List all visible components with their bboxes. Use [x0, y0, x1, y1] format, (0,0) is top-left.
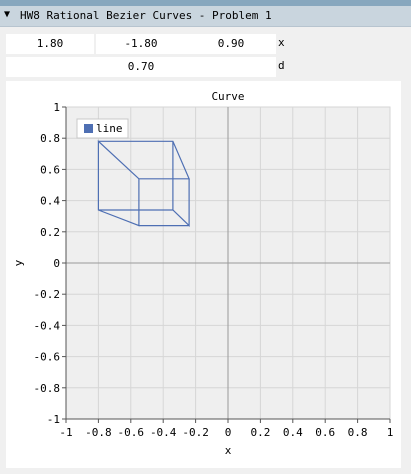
legend-swatch [84, 124, 93, 133]
x-tick-label: 0.6 [315, 426, 335, 439]
legend-label: line [96, 122, 123, 135]
curve-chart: Curve -1 -0.8 -0.6 -0.4 -0.2 0 0.2 0.4 0.6 0.8 1 1… [6, 81, 401, 468]
legend[interactable]: line [77, 119, 128, 138]
y-tick-label: -1 [47, 413, 60, 426]
y-tick-label: -0.2 [34, 288, 61, 301]
y-tick-labels: 1 0.8 0.6 0.4 0.2 0 -0.2 -0.4 -0.6 -0.8 -1 [34, 101, 61, 426]
x-tick-label: -1 [59, 426, 72, 439]
y-tick-label: -0.8 [34, 382, 61, 395]
x-tick-label: 1 [387, 426, 394, 439]
x-tick-label: 0.8 [348, 426, 368, 439]
x-tick-label: -0.6 [118, 426, 145, 439]
y-tick-label: 0.8 [40, 132, 60, 145]
x-tick-label: -0.8 [85, 426, 112, 439]
triangle-down-icon[interactable]: ▼ [4, 9, 10, 20]
y-tick-label: 0.4 [40, 195, 60, 208]
x-label: x [278, 34, 285, 52]
x-tick-label: 0.2 [250, 426, 270, 439]
x-tick-label: -0.2 [182, 426, 209, 439]
x-field-2[interactable] [96, 34, 186, 54]
y-tick-label: 1 [53, 101, 60, 114]
x-tick-label: 0 [225, 426, 232, 439]
chart-container: Curve -1 -0.8 -0.6 -0.4 -0.2 0 0.2 0.4 0.6 0.8 1 1… [6, 81, 401, 468]
x-field-3[interactable] [186, 34, 276, 54]
y-tick-label: 0.6 [40, 163, 60, 176]
panel-title: HW8 Rational Bezier Curves - Problem 1 [20, 9, 272, 22]
chart-title: Curve [211, 90, 244, 103]
d-field[interactable] [6, 57, 276, 77]
d-label: d [278, 57, 285, 75]
y-tick-label: 0.2 [40, 226, 60, 239]
y-tick-label: -0.6 [34, 351, 61, 364]
x-tick-label: 0.4 [283, 426, 303, 439]
x-field-1[interactable] [6, 34, 94, 54]
x-axis-label: x [225, 444, 232, 457]
y-tick-label: -0.4 [34, 319, 61, 332]
x-tick-labels: -1 -0.8 -0.6 -0.4 -0.2 0 0.2 0.4 0.6 0.8 1 [59, 426, 393, 439]
panel-titlebar[interactable]: ▼ HW8 Rational Bezier Curves - Problem 1 [0, 6, 411, 27]
y-axis-label: y [12, 259, 25, 266]
x-tick-label: -0.4 [150, 426, 177, 439]
y-tick-label: 0 [53, 257, 60, 270]
